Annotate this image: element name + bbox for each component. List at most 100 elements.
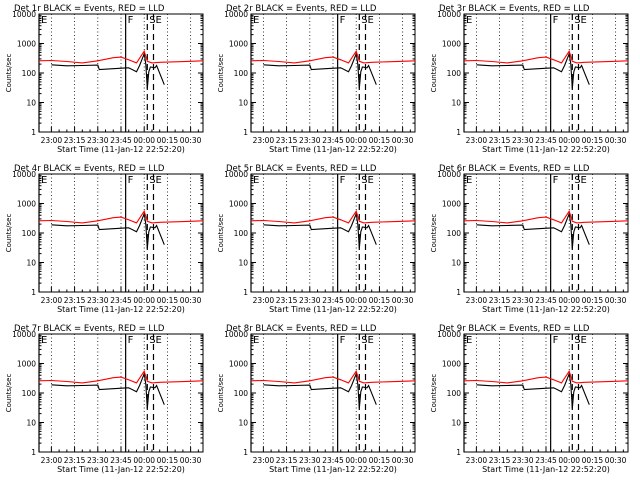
panel-title: Det 6r BLACK = Events, RED = LLD (439, 164, 590, 174)
y-axis-label: Counts/sec (5, 374, 13, 413)
marker-label-F: F (553, 335, 559, 346)
series-line-black (476, 51, 590, 89)
x-tick-label: 00:30 (605, 296, 627, 305)
marker-label-E: E (367, 175, 373, 186)
series-line-red (38, 209, 204, 224)
y-tick-label: 1 (31, 288, 36, 297)
x-tick-label: 00:30 (392, 456, 414, 465)
x-tick-label: 00:15 (157, 296, 179, 305)
marker-label-F: F (128, 335, 134, 346)
y-tick-label: 10 (26, 259, 36, 268)
y-tick-label: 10000 (437, 170, 461, 179)
series-line-black (476, 211, 590, 249)
x-tick-label: 23:30 (299, 456, 321, 465)
y-tick-label: 1 (243, 128, 248, 137)
panel-9: Det 9r BLACK = Events, RED = LLD 1 10 100 10… (430, 324, 629, 474)
y-tick-label: 10 (238, 419, 248, 428)
panel-title: Det 3r BLACK = Events, RED = LLD (439, 4, 590, 14)
x-tick-label: 23:30 (512, 296, 534, 305)
y-tick-label: 100 (447, 389, 462, 398)
x-tick-label: 23:15 (64, 456, 86, 465)
x-tick-label: 23:15 (64, 296, 86, 305)
series-line-red (250, 209, 416, 224)
panel-4: Det 4r BLACK = Events, RED = LLD 1 10 100 10… (5, 164, 204, 314)
y-tick-label: 10 (451, 99, 461, 108)
x-tick-label: 00:15 (369, 296, 391, 305)
x-tick-label: 23:00 (41, 296, 63, 305)
panel-title: Det 7r BLACK = Events, RED = LLD (14, 324, 165, 334)
marker-label-E: E (466, 15, 472, 26)
x-tick-label: 00:30 (605, 456, 627, 465)
y-tick-label: 10000 (12, 10, 36, 19)
series-line-red (250, 369, 416, 384)
marker-label-E: E (155, 335, 161, 346)
x-tick-label: 23:15 (489, 296, 511, 305)
y-tick-label: 100 (22, 69, 37, 78)
series-line-red (38, 49, 204, 64)
y-tick-label: 1000 (442, 200, 461, 209)
marker-label-E: E (253, 15, 259, 26)
y-tick-label: 1000 (229, 360, 248, 369)
x-tick-label: 00:15 (582, 136, 604, 145)
x-tick-label: 00:00 (133, 136, 155, 145)
series-line-black (263, 51, 377, 89)
x-axis-label: Start Time (11-Jan-12 22:52:20) (269, 145, 397, 154)
y-tick-label: 100 (22, 229, 37, 238)
x-tick-label: 00:15 (582, 296, 604, 305)
x-tick-label: 23:15 (489, 136, 511, 145)
x-tick-label: 23:00 (466, 456, 488, 465)
marker-label-S: S (574, 335, 580, 346)
y-tick-label: 10 (26, 99, 36, 108)
panel-title: Det 1r BLACK = Events, RED = LLD (14, 4, 165, 14)
y-tick-label: 1 (31, 128, 36, 137)
x-axis-label: Start Time (11-Jan-12 22:52:20) (269, 305, 397, 314)
x-tick-label: 00:30 (180, 136, 202, 145)
marker-label-S: S (574, 175, 580, 186)
marker-label-S: S (361, 15, 367, 26)
x-tick-label: 00:00 (345, 136, 367, 145)
y-tick-label: 1000 (17, 40, 36, 49)
x-axis-label: Start Time (11-Jan-12 22:52:20) (482, 465, 610, 474)
x-tick-label: 00:00 (558, 136, 580, 145)
x-tick-label: 23:45 (110, 136, 132, 145)
series-line-red (38, 369, 204, 384)
marker-label-F: F (340, 335, 346, 346)
x-tick-label: 23:45 (322, 456, 344, 465)
x-tick-label: 23:00 (41, 456, 63, 465)
marker-label-E: E (580, 175, 586, 186)
x-axis-label: Start Time (11-Jan-12 22:52:20) (482, 145, 610, 154)
x-axis-label: Start Time (11-Jan-12 22:52:20) (57, 145, 185, 154)
y-tick-label: 10000 (437, 10, 461, 19)
marker-label-E: E (580, 335, 586, 346)
panel-7: Det 7r BLACK = Events, RED = LLD 1 10 100 10… (5, 324, 204, 474)
x-tick-label: 23:45 (535, 136, 557, 145)
y-tick-label: 100 (234, 229, 249, 238)
marker-label-S: S (149, 175, 155, 186)
y-axis-label: Counts/sec (5, 54, 13, 93)
y-axis-label: Counts/sec (430, 214, 438, 253)
y-tick-label: 1000 (229, 200, 248, 209)
marker-label-S: S (574, 15, 580, 26)
series-line-black (51, 211, 165, 249)
x-tick-label: 00:30 (180, 456, 202, 465)
marker-label-E: E (367, 335, 373, 346)
y-tick-label: 1 (456, 128, 461, 137)
x-tick-label: 23:30 (87, 136, 109, 145)
panel-8: Det 8r BLACK = Events, RED = LLD 1 10 100 10… (217, 324, 416, 474)
x-axis-label: Start Time (11-Jan-12 22:52:20) (57, 465, 185, 474)
series-line-black (51, 51, 165, 89)
series-line-black (263, 211, 377, 249)
x-tick-label: 00:30 (392, 296, 414, 305)
series-line-red (250, 49, 416, 64)
marker-label-S: S (149, 15, 155, 26)
x-tick-label: 00:15 (369, 456, 391, 465)
y-tick-label: 1 (243, 288, 248, 297)
x-tick-label: 00:15 (369, 136, 391, 145)
y-axis-label: Counts/sec (217, 54, 225, 93)
panel-1: Det 1r BLACK = Events, RED = LLD 1 10 100 10… (5, 4, 204, 154)
x-tick-label: 00:15 (582, 456, 604, 465)
x-tick-label: 23:00 (253, 296, 275, 305)
y-axis-label: Counts/sec (217, 374, 225, 413)
y-tick-label: 100 (447, 229, 462, 238)
x-axis-label: Start Time (11-Jan-12 22:52:20) (57, 305, 185, 314)
